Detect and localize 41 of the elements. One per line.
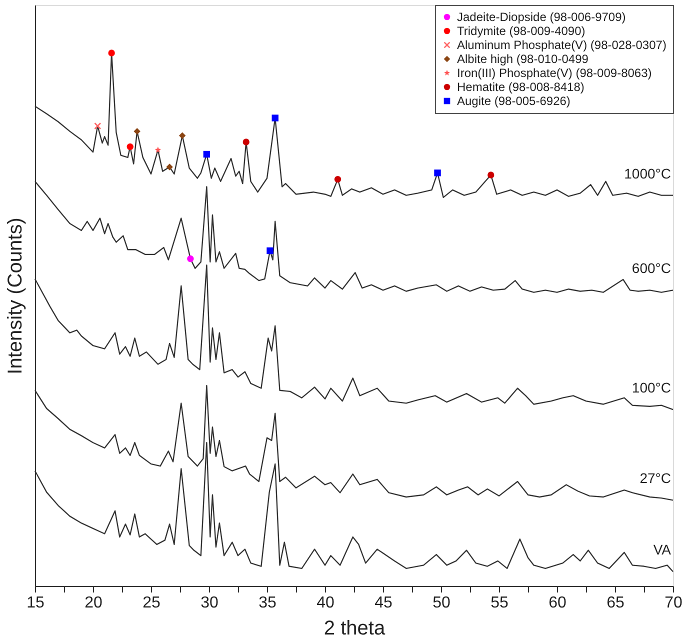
point — [154, 146, 162, 153]
x-tick-label: 65 — [606, 594, 624, 612]
x-tick-label: 70 — [664, 594, 682, 612]
point — [108, 50, 115, 56]
point — [434, 170, 441, 176]
legend-label: Jadeite-Diopside (98-006-9709) — [457, 10, 626, 24]
point — [272, 114, 278, 122]
point — [266, 247, 274, 254]
series-label: 27°C — [640, 470, 671, 486]
x-tick-label: 20 — [84, 594, 102, 612]
point — [242, 138, 250, 146]
series-label: 1000°C — [624, 165, 671, 182]
x-tick-label: 40 — [316, 594, 334, 612]
point — [94, 122, 101, 130]
point — [126, 143, 134, 150]
series-label: 100°C — [632, 380, 671, 396]
series-label: 600°C — [632, 260, 671, 276]
x-axis-title: 2 theta — [324, 618, 386, 640]
point — [178, 132, 186, 139]
x-tick-label: 55 — [490, 594, 508, 612]
point — [187, 255, 194, 262]
x-tick-label: 15 — [26, 594, 44, 612]
point — [488, 172, 494, 178]
point — [166, 164, 173, 170]
legend-label: Iron(III) Phosphate(V) (98-009-8063) — [457, 66, 652, 80]
x-tick-label: 45 — [374, 594, 392, 612]
legend-label: Albite high (98-010-0499 — [457, 52, 589, 66]
series-label: VA — [653, 542, 672, 558]
legend-label: Hematite (98-008-8418) — [457, 80, 584, 94]
x-tick-label: 30 — [200, 594, 218, 612]
x-tick-label: 60 — [548, 594, 566, 612]
x-tick-label: 25 — [142, 594, 160, 612]
y-axis-title: Intensity (Counts) — [4, 218, 26, 374]
point — [134, 128, 140, 135]
x-tick-label: 35 — [258, 594, 276, 612]
point — [334, 176, 342, 183]
legend-label: Tridymite (98-009-4090) — [457, 24, 586, 38]
point — [203, 150, 210, 158]
x-tick-label: 50 — [432, 594, 450, 612]
legend-label: Aluminum Phosphate(V) (98-028-0307) — [457, 38, 666, 52]
legend-label: Augite (98-005-6926) — [457, 94, 570, 108]
